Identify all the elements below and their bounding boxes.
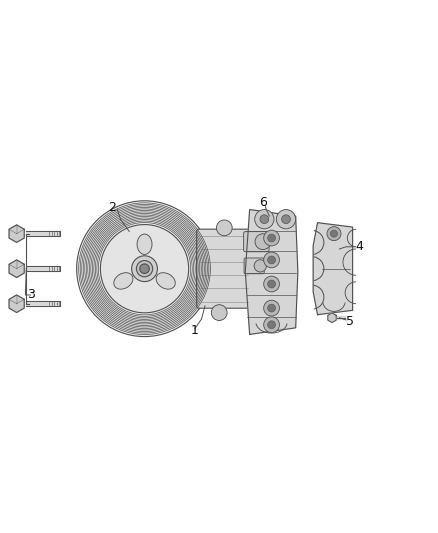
Circle shape: [264, 276, 279, 292]
Circle shape: [268, 256, 276, 264]
Polygon shape: [26, 231, 60, 236]
Circle shape: [254, 209, 274, 229]
Polygon shape: [245, 209, 298, 334]
Circle shape: [264, 317, 279, 333]
Polygon shape: [9, 225, 24, 243]
Polygon shape: [313, 223, 353, 314]
Circle shape: [268, 234, 276, 242]
Circle shape: [264, 252, 279, 268]
Polygon shape: [328, 313, 336, 322]
Text: 2: 2: [108, 201, 116, 214]
Circle shape: [254, 260, 266, 272]
Circle shape: [282, 215, 290, 223]
Circle shape: [132, 256, 157, 281]
Circle shape: [140, 264, 149, 273]
Circle shape: [327, 227, 341, 241]
Text: 6: 6: [259, 197, 267, 209]
Ellipse shape: [156, 273, 175, 289]
Circle shape: [136, 261, 153, 277]
FancyBboxPatch shape: [244, 232, 269, 252]
Circle shape: [100, 224, 189, 313]
Circle shape: [268, 321, 276, 329]
FancyBboxPatch shape: [244, 258, 264, 274]
Text: 1: 1: [191, 324, 199, 336]
Circle shape: [330, 230, 337, 237]
Circle shape: [255, 234, 271, 249]
Ellipse shape: [137, 234, 152, 254]
Circle shape: [260, 215, 268, 223]
Circle shape: [264, 300, 279, 316]
Circle shape: [264, 230, 279, 246]
Circle shape: [276, 209, 296, 229]
Ellipse shape: [114, 273, 133, 289]
Polygon shape: [9, 295, 24, 312]
Text: 4: 4: [355, 240, 363, 253]
Polygon shape: [26, 266, 60, 271]
Polygon shape: [26, 301, 60, 306]
Polygon shape: [337, 316, 345, 319]
Text: 3: 3: [27, 288, 35, 302]
Circle shape: [268, 304, 276, 312]
Circle shape: [77, 201, 212, 336]
Circle shape: [212, 305, 227, 320]
Text: 5: 5: [346, 315, 354, 328]
Polygon shape: [9, 260, 24, 278]
Circle shape: [216, 220, 232, 236]
Circle shape: [268, 280, 276, 288]
FancyBboxPatch shape: [197, 229, 252, 308]
